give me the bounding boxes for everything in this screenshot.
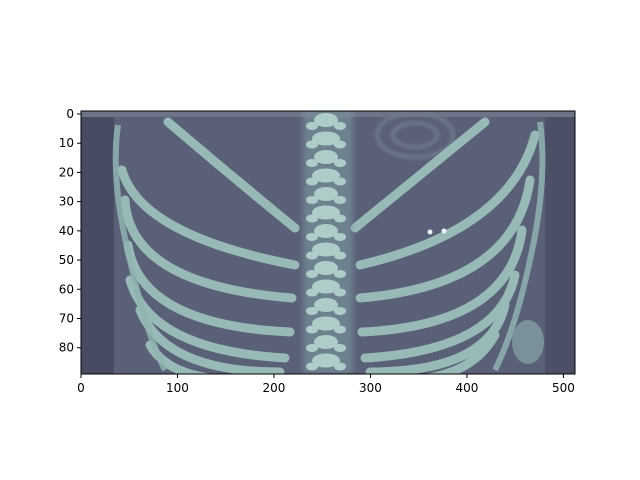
vertebra [314, 224, 338, 238]
vertebra [312, 353, 340, 368]
vertebra-process [334, 196, 346, 204]
x-tick-label: 200 [263, 381, 286, 395]
vertebra [314, 335, 338, 349]
rib-cage-left-outline [112, 124, 168, 372]
y-axis: 0 10 20 30 40 50 60 70 80 [59, 107, 81, 355]
vertebra-process [334, 325, 346, 334]
vertebra-process [306, 159, 318, 167]
vertebra [312, 242, 340, 257]
vertebra-process [306, 140, 318, 149]
vertebra-process [334, 159, 346, 167]
x-tick-label: 500 [552, 381, 575, 395]
spine [303, 111, 353, 374]
x-tick-label: 300 [359, 381, 382, 395]
vertebra-process [334, 214, 346, 223]
faint-swirl-structure [374, 111, 456, 160]
vertebra [312, 279, 340, 294]
vertebra [314, 298, 338, 312]
vertebra-process [334, 344, 346, 352]
vertebra-process [334, 307, 346, 315]
vertebra-process [334, 177, 346, 186]
vertebra-process [334, 233, 346, 241]
vertebra-process [306, 362, 318, 371]
y-tick-label: 80 [59, 341, 74, 355]
axes-frame [80, 110, 576, 375]
vertebra [312, 316, 340, 331]
y-tick-label: 60 [59, 282, 74, 296]
vertebra [312, 205, 340, 220]
y-tick-label: 70 [59, 311, 74, 325]
y-tick-label: 0 [66, 107, 74, 121]
vertebra-process [306, 307, 318, 315]
rib-cage-right-outline [492, 121, 546, 372]
right-lower-blob [512, 320, 544, 364]
vertebra-process [334, 251, 346, 260]
vertebra-process [334, 288, 346, 297]
ribs-right [350, 117, 540, 374]
vertebra-process [306, 270, 318, 278]
vertebra-process [306, 233, 318, 241]
ribcage-ct-scan-image [81, 111, 575, 374]
x-tick-label: 0 [77, 381, 85, 395]
y-tick-label: 50 [59, 253, 74, 267]
vertebra [314, 113, 338, 127]
bright-spot [427, 228, 447, 235]
x-axis: 0 100 200 300 400 500 [77, 374, 575, 395]
vertebra-process [306, 122, 318, 130]
vertebra [314, 261, 338, 275]
vertebra-process [306, 251, 318, 260]
vertebra-process [334, 270, 346, 278]
vertebra-process [306, 177, 318, 186]
vertebra-process [334, 122, 346, 130]
vertebra-process [306, 214, 318, 223]
y-tick-label: 10 [59, 136, 74, 150]
y-tick-label: 20 [59, 165, 74, 179]
vertebra [312, 131, 340, 146]
vertebra-process [334, 362, 346, 371]
vertebra [314, 187, 338, 201]
vertebra-process [306, 325, 318, 334]
vertebra-process [306, 344, 318, 352]
vertebra-process [306, 196, 318, 204]
vertebra-process [306, 288, 318, 297]
right-dark-band [545, 111, 575, 374]
x-tick-label: 400 [455, 381, 478, 395]
y-tick-label: 40 [59, 224, 74, 238]
vertebra [312, 168, 340, 183]
y-tick-label: 30 [59, 195, 74, 209]
vertebra [314, 150, 338, 164]
left-dark-band [81, 111, 114, 374]
vertebra-process [334, 140, 346, 149]
x-tick-label: 100 [166, 381, 189, 395]
